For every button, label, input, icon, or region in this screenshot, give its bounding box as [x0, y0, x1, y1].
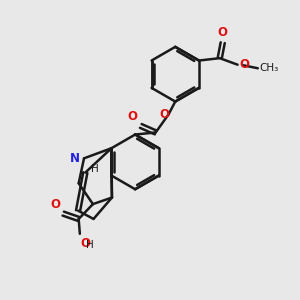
Text: O: O — [218, 26, 228, 39]
Text: O: O — [159, 108, 169, 121]
Text: O: O — [50, 198, 60, 211]
Text: O: O — [80, 237, 91, 250]
Text: H: H — [86, 240, 94, 250]
Text: N: N — [70, 152, 80, 165]
Text: H: H — [91, 164, 98, 174]
Text: O: O — [128, 110, 138, 123]
Text: O: O — [239, 58, 249, 70]
Text: CH₃: CH₃ — [259, 63, 278, 73]
